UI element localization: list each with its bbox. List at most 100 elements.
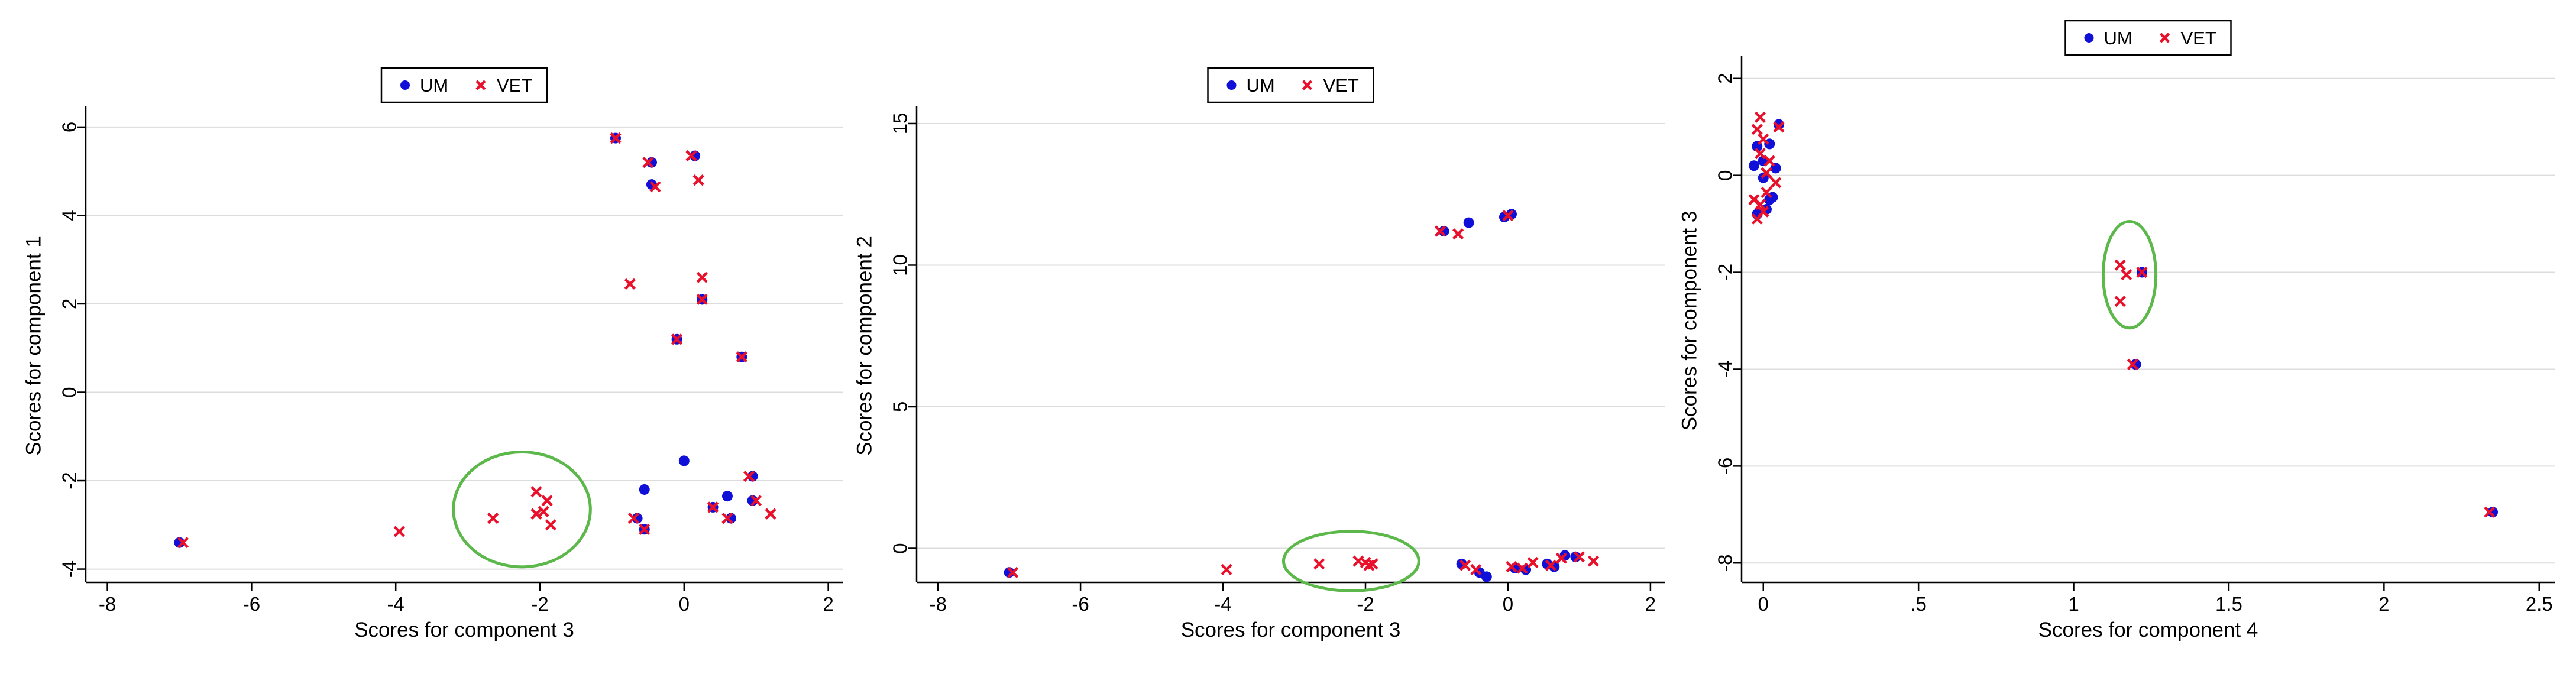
highlight-ellipse: [452, 450, 592, 569]
um-point: [1481, 571, 1492, 582]
um-point: [2487, 507, 2499, 518]
legend-vet-marker: [2159, 33, 2170, 43]
chart-panel-3: -8 -6 -4 -2 0 2 0 .5 1 1.5 2 2.5 Scores for componen…: [1678, 20, 2555, 641]
vet-point: [2121, 269, 2132, 281]
vet-point: [1506, 561, 1517, 573]
vet-point: [1751, 213, 1763, 225]
legend-um-marker: [400, 80, 410, 90]
y-tick-label: 4: [59, 210, 80, 221]
vet-point: [1221, 563, 1232, 576]
vet-point: [1007, 566, 1019, 578]
highlight-ellipse: [2101, 220, 2158, 330]
legend: UM VET: [380, 67, 548, 103]
legend-vet-label: VET: [1323, 75, 1359, 96]
vet-point: [696, 271, 708, 283]
vet-point: [1502, 210, 1514, 222]
x-axis-label: Scores for component 4: [2038, 618, 2258, 641]
vet-point: [1754, 199, 1766, 210]
vet-point: [1758, 133, 1769, 145]
vet-point: [610, 132, 622, 144]
vet-point: [1761, 186, 1772, 198]
legend-um-label: UM: [1247, 75, 1275, 96]
y-tick-label: 2: [59, 299, 80, 309]
x-tick-label: 1: [2068, 593, 2079, 615]
x-tick-label: 2: [2378, 593, 2389, 615]
x-tick-label: -8: [929, 593, 946, 615]
y-tick-label: -4: [1714, 361, 1736, 378]
x-tick-label: 0: [679, 593, 690, 615]
um-point: [1748, 160, 1759, 171]
vet-point: [1773, 121, 1785, 133]
vet-point: [696, 293, 708, 306]
y-tick-label: -2: [1714, 264, 1736, 281]
vet-point: [541, 495, 553, 507]
vet-point: [685, 150, 697, 162]
x-tick-label: -4: [1214, 593, 1231, 615]
um-point: [639, 484, 650, 495]
legend-vet-marker: [1302, 80, 1313, 90]
x-tick-label: 2: [823, 593, 833, 615]
legend-um-label: UM: [420, 75, 448, 96]
vet-point: [393, 526, 405, 537]
y-tick-label: 15: [889, 113, 911, 135]
y-tick-label: 2: [1714, 73, 1736, 84]
x-axis-label: Scores for component 3: [1181, 618, 1401, 641]
y-tick-label: -8: [1714, 555, 1736, 572]
vet-point: [1363, 559, 1375, 571]
legend-vet-label: VET: [497, 75, 532, 96]
vet-point: [1770, 177, 1782, 189]
vet-point: [177, 537, 189, 549]
vet-point: [2136, 266, 2148, 278]
vet-point: [1751, 124, 1763, 135]
x-tick-label: -4: [387, 593, 404, 615]
vet-point: [649, 181, 661, 193]
y-tick-label: -4: [59, 560, 80, 578]
vet-point: [1545, 559, 1556, 571]
vet-point: [2114, 259, 2126, 271]
vet-point: [692, 174, 704, 186]
vet-point: [530, 486, 542, 498]
vet-point: [1452, 228, 1464, 240]
vet-point: [545, 519, 556, 531]
vet-point: [1470, 563, 1482, 576]
vet-point: [1516, 562, 1528, 574]
vet-point: [736, 351, 747, 363]
vet-point: [1587, 555, 1600, 567]
legend-vet-marker: [475, 80, 486, 90]
x-tick-label: 2: [1645, 593, 1656, 615]
x-tick-label: -8: [99, 593, 116, 615]
um-point: [678, 455, 690, 466]
vet-point: [627, 512, 640, 524]
y-axis-label: Scores for component 2: [853, 236, 876, 456]
vet-point: [1754, 148, 1766, 160]
um-point: [1463, 217, 1474, 228]
um-point: [1773, 119, 1784, 130]
x-tick-label: 1.5: [2215, 593, 2242, 615]
y-tick-label: 10: [889, 254, 911, 276]
y-tick-label: 0: [1714, 170, 1736, 180]
x-tick-label: 0: [1758, 593, 1769, 615]
um-point: [721, 491, 733, 502]
y-axis-label: Scores for component 1: [22, 236, 46, 456]
um-point: [1764, 194, 1775, 205]
x-tick-label: .5: [1910, 593, 1927, 615]
vet-point: [765, 508, 776, 520]
y-axis-label: Scores for component 3: [1678, 211, 1701, 431]
vet-point: [750, 495, 762, 507]
vet-point: [1313, 558, 1325, 570]
vet-point: [1555, 552, 1567, 564]
highlight-ellipse: [1281, 530, 1420, 592]
vet-point: [1573, 551, 1585, 563]
vet-point: [721, 512, 733, 524]
vet-point: [1459, 559, 1471, 571]
vet-point: [639, 523, 651, 535]
vet-point: [642, 157, 654, 168]
legend-um-marker: [1226, 80, 1237, 90]
chart-panel-2: 0 5 10 15 -8 -6 -4 -2 0 2 Scores for component 3 Sc…: [853, 67, 1665, 641]
x-tick-label: -6: [1072, 593, 1089, 615]
legend-um-marker: [2084, 33, 2094, 43]
vet-point: [671, 333, 683, 345]
y-tick-label: 5: [889, 401, 911, 412]
